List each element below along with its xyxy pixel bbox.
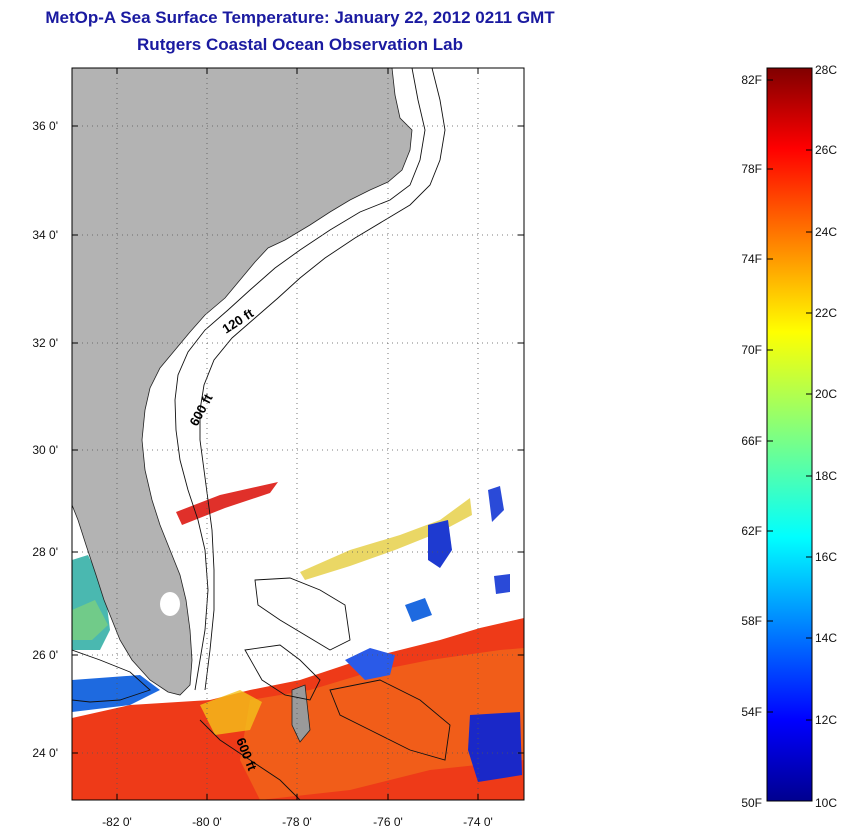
contour-bahamas-1 [254, 577, 351, 651]
colorbar-ticks [767, 79, 812, 721]
lat-label: 26 0' [32, 648, 58, 662]
contour-600ft [199, 68, 446, 691]
sst-patch-blue-ne [488, 486, 504, 522]
colorbar-f-label: 82F [741, 73, 762, 87]
bathymetry-contours [72, 68, 451, 800]
colorbar-f-label: 74F [741, 252, 762, 266]
colorbar-f-label: 62F [741, 524, 762, 538]
lon-label: -80 0' [192, 815, 222, 829]
colorbar-f-label: 50F [741, 796, 762, 810]
lat-label: 24 0' [32, 746, 58, 760]
map-grid [72, 68, 524, 800]
sst-patch-blue-se [468, 712, 522, 782]
sst-patch-blue-small [494, 574, 510, 594]
map-ticks [72, 68, 524, 800]
colorbar-c-label: 18C [815, 469, 837, 483]
lon-label: -82 0' [102, 815, 132, 829]
lat-label: 36 0' [32, 119, 58, 133]
colorbar-c-label: 22C [815, 306, 837, 320]
contour-south-600ft [199, 719, 301, 800]
lat-label: 30 0' [32, 443, 58, 457]
lat-label: 34 0' [32, 228, 58, 242]
colorbar-c-label: 26C [815, 143, 837, 157]
contour-bahamas-2 [244, 644, 321, 701]
lon-label: -78 0' [282, 815, 312, 829]
sst-patch-blue-east [428, 520, 452, 568]
contour-120ft [174, 68, 426, 691]
colorbar-f-labels: 82F 78F 74F 70F 66F 62F 58F 54F 50F [741, 73, 762, 810]
colorbar-f-label: 54F [741, 705, 762, 719]
lon-label: -74 0' [463, 815, 493, 829]
contour-bahamas-3 [329, 679, 451, 761]
colorbar-gradient [766, 67, 813, 802]
colorbar-c-label: 10C [815, 796, 837, 810]
lon-label: -76 0' [373, 815, 403, 829]
colorbar-f-label: 70F [741, 343, 762, 357]
map-title: MetOp-A Sea Surface Temperature: January… [45, 8, 555, 27]
contour-keys [72, 649, 151, 703]
colorbar-c-label: 20C [815, 387, 837, 401]
colorbar-f-label: 58F [741, 614, 762, 628]
lat-label: 32 0' [32, 336, 58, 350]
lat-label: 28 0' [32, 545, 58, 559]
latitude-labels: 36 0' 34 0' 32 0' 30 0' 28 0' 26 0' 24 0… [32, 119, 58, 760]
colorbar-c-label: 14C [815, 631, 837, 645]
sst-patch-blue-bahamas [345, 648, 395, 680]
colorbar-f-label: 66F [741, 434, 762, 448]
map-plot-area: 120 ft 600 ft 600 ft [72, 68, 524, 800]
colorbar-c-label: 24C [815, 225, 837, 239]
colorbar-c-labels: 28C 26C 24C 22C 20C 18C 16C 14C 12C 10C [815, 63, 837, 810]
sst-patch-blue-mid [405, 598, 432, 622]
sst-patch-stripe-north [176, 482, 278, 525]
colorbar-f-label: 78F [741, 162, 762, 176]
sst-patch-west-green [72, 600, 108, 640]
colorbar-c-label: 12C [815, 713, 837, 727]
colorbar: 82F 78F 74F 70F 66F 62F 58F 54F 50F 28C … [741, 63, 837, 810]
colorbar-c-label: 28C [815, 63, 837, 77]
longitude-labels: -82 0' -80 0' -78 0' -76 0' -74 0' [102, 815, 493, 829]
sst-patch-yellow [200, 690, 262, 735]
sst-patch-keys-blue [72, 675, 160, 712]
colorbar-c-label: 16C [815, 550, 837, 564]
map-frame [71, 67, 525, 801]
lake-okeechobee [160, 592, 180, 616]
map-subtitle: Rutgers Coastal Ocean Observation Lab [137, 35, 463, 54]
sst-patch-stripe-mid [300, 498, 472, 580]
sst-patch-south-orange [240, 648, 524, 800]
land-mass [72, 68, 413, 696]
